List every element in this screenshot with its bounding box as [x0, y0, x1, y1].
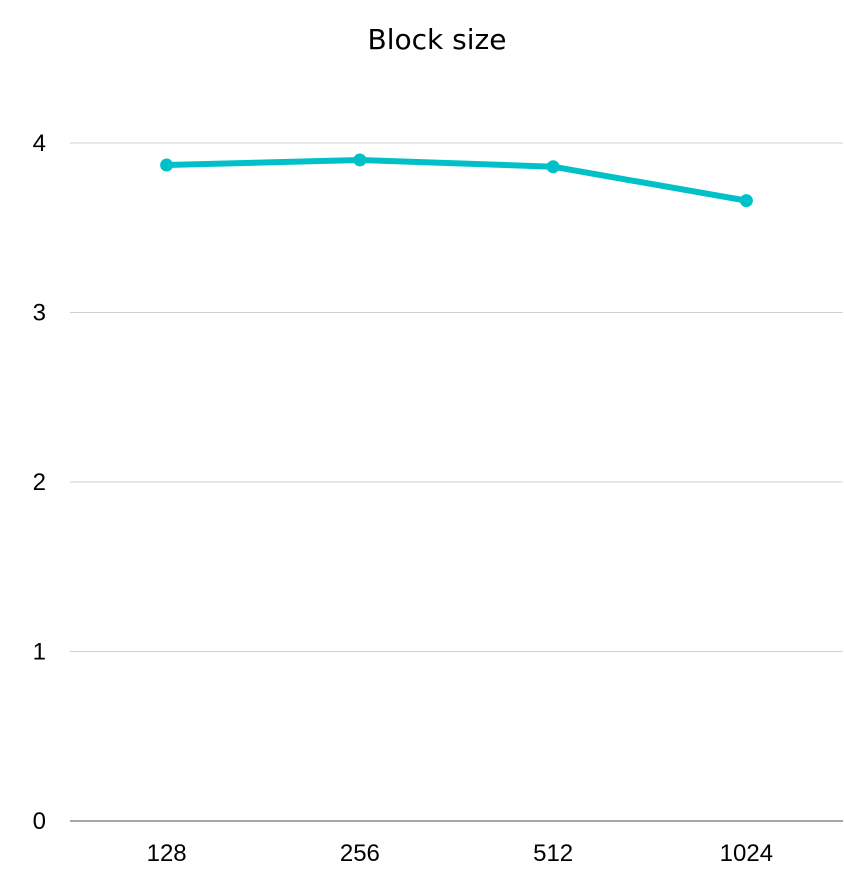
- data-point-128: [160, 158, 174, 172]
- x-tick-label: 1024: [720, 840, 773, 867]
- x-axis-ticks: 128 256 512 1024: [147, 840, 773, 867]
- series-line: [163, 156, 750, 204]
- data-point-256: [353, 153, 367, 167]
- y-tick-label: 2: [33, 469, 46, 496]
- y-tick-label: 0: [33, 808, 46, 835]
- y-tick-label: 4: [33, 130, 46, 157]
- y-tick-label: 3: [33, 300, 46, 327]
- y-tick-label: 1: [33, 639, 46, 666]
- chart-title: Block size: [368, 23, 507, 56]
- data-point-1024: [739, 194, 753, 208]
- x-tick-label: 512: [533, 840, 573, 867]
- gridlines: [70, 142, 843, 822]
- x-tick-label: 128: [147, 840, 187, 867]
- data-point-512: [546, 160, 560, 174]
- y-axis-ticks: 0 1 2 3 4: [33, 130, 46, 835]
- series-group: [160, 153, 753, 208]
- x-tick-label: 256: [340, 840, 380, 867]
